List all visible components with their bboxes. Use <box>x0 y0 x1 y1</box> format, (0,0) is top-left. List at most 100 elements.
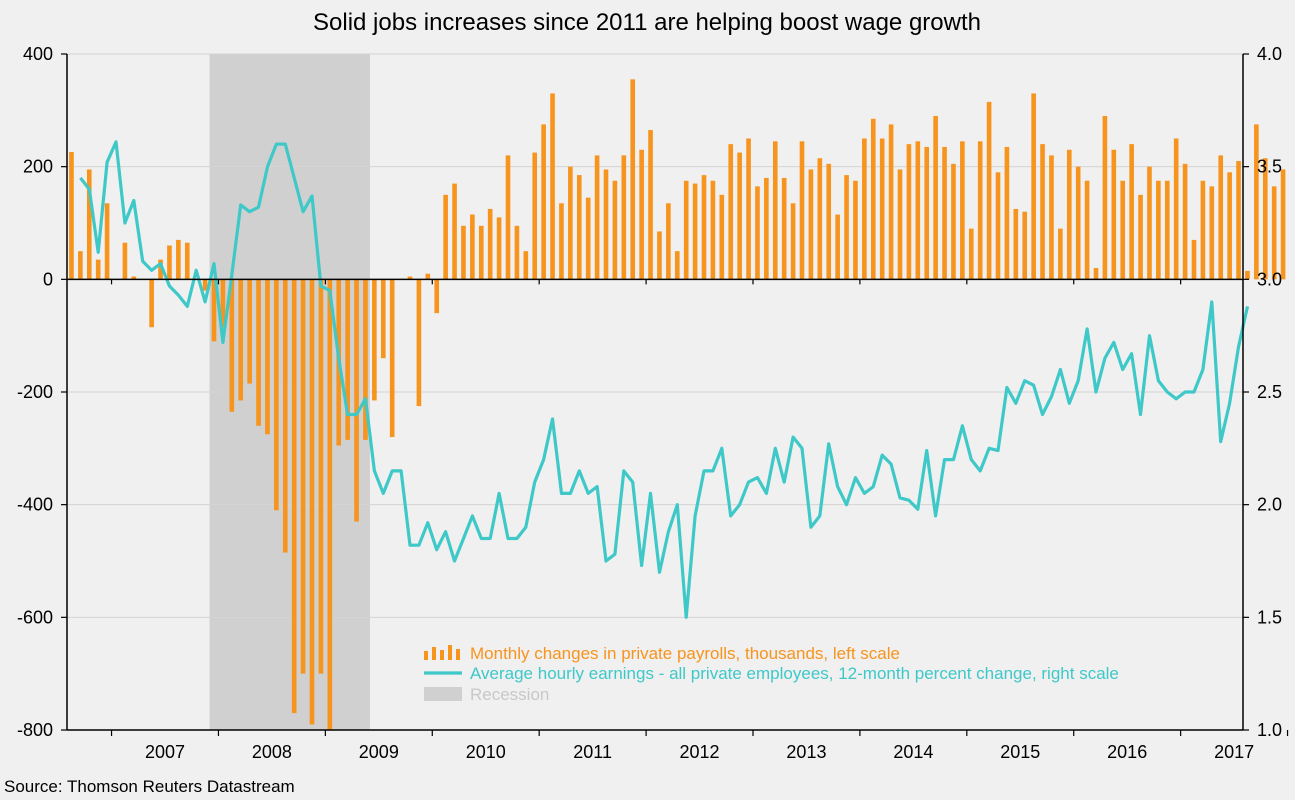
payroll-bar <box>1173 138 1179 280</box>
payroll-bar <box>674 251 680 280</box>
payroll-bar <box>149 279 154 328</box>
payroll-bar <box>666 203 671 280</box>
x-axis-tick-label: 2012 <box>680 742 720 762</box>
left-axis-tick-label: 200 <box>23 157 53 177</box>
payroll-bar <box>1066 149 1072 280</box>
payroll-bar <box>425 273 431 280</box>
x-axis-tick-label: 2013 <box>786 742 826 762</box>
payroll-bar <box>327 279 333 730</box>
x-axis-tick-label: 2009 <box>359 742 399 762</box>
payroll-bar <box>86 169 92 280</box>
legend-line-label: Average hourly earnings - all private em… <box>470 664 1119 683</box>
payroll-bar <box>585 197 591 280</box>
payroll-bar <box>184 242 190 280</box>
payroll-bar <box>550 93 555 280</box>
payroll-bar <box>363 279 368 440</box>
payroll-bar <box>229 279 235 412</box>
payroll-bar <box>870 118 876 280</box>
payroll-bar <box>1182 163 1188 280</box>
payroll-bar <box>808 169 814 280</box>
payroll-bar <box>933 115 938 280</box>
payroll-bar <box>104 203 110 280</box>
payroll-bar <box>657 231 662 280</box>
payroll-bar <box>1156 180 1161 280</box>
axes-layer: 400 200 0 -200 -400 -600 -800 4.0 3.5 3.0 2.5 2.0 1.… <box>17 44 1289 762</box>
payroll-bar <box>1147 166 1152 280</box>
right-axis-tick-label: 1.5 <box>1257 607 1282 627</box>
payroll-bar <box>968 228 974 280</box>
payroll-bar <box>434 279 440 314</box>
payroll-bar <box>826 163 832 280</box>
payroll-bar <box>291 279 297 714</box>
payroll-bar <box>781 177 787 280</box>
payroll-bar <box>496 217 502 280</box>
payroll-bar <box>274 279 279 511</box>
payroll-bar <box>746 138 751 280</box>
payroll-bar <box>621 155 627 280</box>
payroll-bar <box>78 251 83 280</box>
payroll-bar <box>977 141 983 280</box>
payroll-bar <box>924 146 930 280</box>
payroll-bar <box>879 138 885 280</box>
payroll-bar <box>1164 180 1170 280</box>
payroll-bar <box>683 180 689 280</box>
payroll-bar <box>256 279 261 426</box>
payroll-bar <box>576 175 582 280</box>
source-note: Source: Thomson Reuters Datastream <box>4 777 295 796</box>
payroll-bar <box>487 208 493 280</box>
payroll-bar <box>844 175 849 280</box>
payroll-bar <box>523 251 529 280</box>
payroll-bar <box>719 194 725 280</box>
payroll-bar <box>265 279 270 435</box>
left-axis-tick-label: -200 <box>17 382 53 402</box>
payroll-bar <box>202 279 208 291</box>
payroll-bar <box>95 259 101 280</box>
x-axis-tick-label: 2011 <box>573 742 612 762</box>
payroll-bar <box>309 279 315 725</box>
legend-recession-label: Recession <box>470 685 549 704</box>
right-axis-tick-label: 4.0 <box>1257 44 1282 64</box>
left-axis-tick-label: 400 <box>23 44 53 64</box>
payroll-bar <box>630 79 636 280</box>
legend: Monthly changes in private payrolls, tho… <box>424 644 1119 704</box>
payroll-bar <box>1191 239 1197 280</box>
payroll-bar <box>505 155 511 280</box>
payroll-bar <box>176 239 181 280</box>
payroll-bar <box>220 279 226 328</box>
payroll-bar <box>345 279 350 440</box>
payroll-bar <box>443 194 448 280</box>
payroll-bar <box>407 276 413 280</box>
payroll-bar <box>1227 172 1232 280</box>
bar-series <box>69 79 1286 730</box>
x-axis-tick-label: 2015 <box>1000 742 1040 762</box>
payroll-bar <box>612 180 618 280</box>
payroll-bar <box>764 177 769 280</box>
payroll-bar <box>906 144 912 280</box>
payroll-bar <box>942 146 947 280</box>
payroll-bar <box>514 225 520 280</box>
payroll-bar <box>282 279 288 553</box>
payroll-bar <box>1093 268 1099 280</box>
payroll-bar <box>986 101 992 280</box>
payroll-bar <box>1218 155 1224 280</box>
x-axis-tick-label: 2008 <box>252 742 292 762</box>
payroll-bar <box>416 279 422 407</box>
payroll-bar <box>1129 144 1134 280</box>
payroll-bar <box>372 279 377 401</box>
payroll-bar <box>354 279 359 522</box>
payroll-bar <box>1138 194 1143 280</box>
payroll-bar <box>995 172 1001 280</box>
payroll-bar <box>211 279 217 342</box>
right-axis-tick-label: 3.5 <box>1257 157 1282 177</box>
payroll-bar <box>1004 146 1010 280</box>
payroll-bar <box>1111 149 1117 280</box>
right-axis-tick-label: 2.0 <box>1257 495 1282 515</box>
payroll-bar <box>648 130 653 280</box>
payroll-bar <box>639 149 644 280</box>
x-axis-tick-label: 2010 <box>466 742 506 762</box>
x-axis-tick-label: 2007 <box>145 742 185 762</box>
earnings-line <box>79 140 1250 619</box>
payroll-bar <box>692 183 698 280</box>
payroll-bar <box>300 279 306 674</box>
payroll-bar <box>122 242 128 280</box>
